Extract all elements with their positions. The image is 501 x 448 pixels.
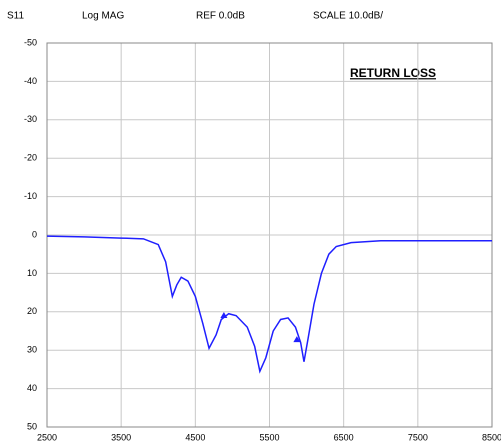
y-tick-label: -50 xyxy=(24,37,37,47)
annotation: RETURN LOSS xyxy=(350,66,436,80)
param: S11 xyxy=(7,11,24,22)
marker xyxy=(293,336,301,343)
y-tick-label: -40 xyxy=(24,76,37,86)
y-tick-label: -10 xyxy=(24,191,37,201)
x-tick-label: 6500 xyxy=(334,432,354,442)
y-tick-label: 30 xyxy=(27,345,37,355)
x-tick-label: 4500 xyxy=(185,432,205,442)
x-tick-label: 8500 xyxy=(482,432,501,442)
x-tick-label: 2500 xyxy=(37,432,57,442)
x-tick-label: 5500 xyxy=(259,432,279,442)
y-tick-label: -30 xyxy=(24,114,37,124)
x-tick-label: 3500 xyxy=(111,432,131,442)
y-tick-label: 20 xyxy=(27,306,37,316)
x-tick-label: 7500 xyxy=(408,432,428,442)
y-tick-label: 0 xyxy=(32,229,37,239)
y-tick-label: 40 xyxy=(27,383,37,393)
format: Log MAG xyxy=(82,11,124,22)
marker xyxy=(220,311,228,318)
curve xyxy=(46,235,492,374)
y-tick-label: 50 xyxy=(27,421,37,431)
y-tick-label: 10 xyxy=(27,268,37,278)
scale: SCALE 10.0dB/ xyxy=(313,11,383,22)
plot-frame xyxy=(46,42,493,428)
y-tick-label: -20 xyxy=(24,153,37,163)
ref: REF 0.0dB xyxy=(196,11,245,22)
